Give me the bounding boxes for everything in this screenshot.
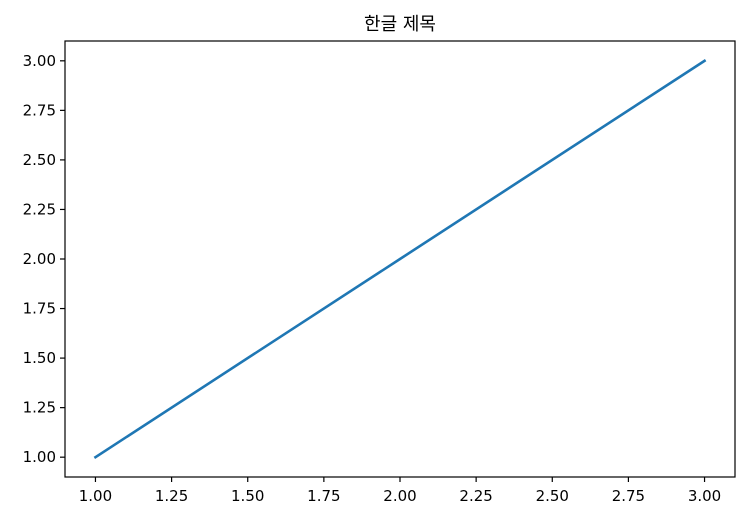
- y-tick-label: 2.00: [23, 250, 56, 268]
- x-tick-label: 3.00: [688, 487, 721, 505]
- x-tick-label: 1.50: [231, 487, 264, 505]
- y-tick-label: 2.25: [23, 200, 56, 218]
- x-axis: 1.00 1.25 1.50 1.75 2.00 2.25 2.50 2.75 3.00: [79, 477, 721, 505]
- x-tick-label: 2.75: [612, 487, 645, 505]
- y-tick-label: 1.25: [23, 399, 56, 417]
- plot-area: [64, 40, 736, 478]
- y-tick-label: 1.50: [23, 349, 56, 367]
- x-tick-label: 1.75: [307, 487, 340, 505]
- x-tick-label: 2.50: [536, 487, 569, 505]
- chart-title: 한글 제목: [364, 14, 436, 35]
- y-tick-label: 2.75: [23, 101, 56, 119]
- y-tick-label: 1.00: [23, 448, 56, 466]
- y-tick-label: 1.75: [23, 300, 56, 318]
- y-axis: 1.00 1.25 1.50 1.75 2.00 2.25 2.50 2.75 3.00: [23, 52, 65, 466]
- series-line-0: [93, 59, 707, 459]
- x-tick-label: 2.00: [383, 487, 416, 505]
- y-tick-label: 2.50: [23, 151, 56, 169]
- x-tick-label: 2.25: [459, 487, 492, 505]
- x-tick-label: 1.00: [79, 487, 112, 505]
- x-tick-label: 1.25: [155, 487, 188, 505]
- y-tick-label: 3.00: [23, 52, 56, 70]
